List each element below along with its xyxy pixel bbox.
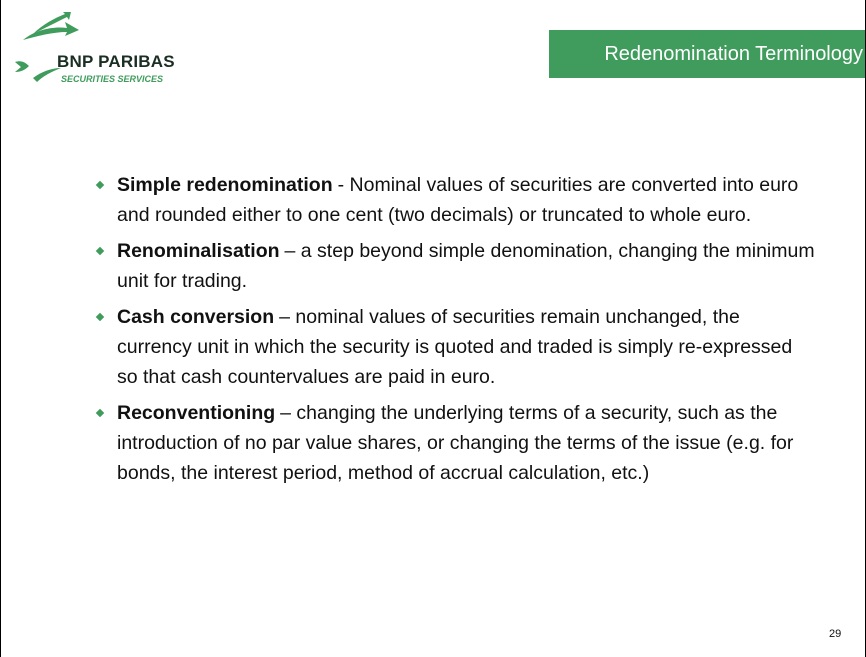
- slide-title: Redenomination Terminology: [604, 43, 863, 65]
- description: – a step beyond simple denomination, cha…: [117, 240, 815, 292]
- bullet: Cash conversion – nominal values of secur…: [95, 302, 815, 392]
- page-number: 29: [829, 628, 842, 640]
- logo-name: BNP PARIBAS: [57, 52, 175, 71]
- bullet-list: Simple redenomination - Nominal values of…: [95, 170, 815, 494]
- description: - Nominal values of securities are conve…: [117, 174, 799, 226]
- description: – nominal values of securities remain un…: [117, 306, 793, 388]
- bullet: Reconventioning – changing the underlying…: [95, 398, 815, 488]
- description: – changing the underlying terms of a sec…: [117, 402, 794, 484]
- title-bar: Redenomination Terminology: [549, 30, 865, 78]
- logo-bird: [33, 12, 71, 34]
- logo-icon: [15, 12, 79, 82]
- logo-bird: [15, 61, 29, 72]
- term: Simple redenomination: [117, 174, 333, 196]
- bullet: Renominalisation – a step beyond simple d…: [95, 236, 815, 296]
- term: Renominalisation: [117, 240, 280, 262]
- bullet: Simple redenomination - Nominal values of…: [95, 170, 815, 230]
- logo-bird: [33, 68, 61, 82]
- term: Cash conversion: [117, 306, 275, 328]
- logo-tagline: SECURITIES SERVICES: [61, 74, 164, 84]
- term: Reconventioning: [117, 402, 276, 424]
- logo-bird: [23, 22, 79, 40]
